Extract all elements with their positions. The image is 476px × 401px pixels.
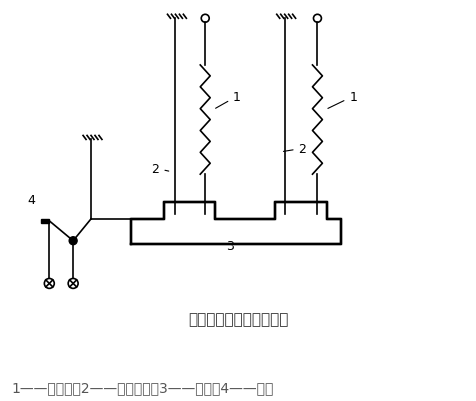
Text: 热继电器工作原理示意图: 热继电器工作原理示意图 [188, 311, 288, 326]
Text: 3: 3 [226, 239, 234, 252]
Polygon shape [131, 203, 341, 244]
Circle shape [69, 237, 77, 245]
Bar [41, 219, 50, 223]
Text: 2: 2 [283, 142, 307, 156]
Text: 1: 1 [328, 91, 357, 109]
Text: 2: 2 [151, 162, 169, 175]
Text: 1——热元件，2——双金属片，3——导板，4——触点: 1——热元件，2——双金属片，3——导板，4——触点 [11, 381, 274, 395]
Text: 4: 4 [28, 194, 35, 207]
Text: 1: 1 [216, 91, 241, 109]
